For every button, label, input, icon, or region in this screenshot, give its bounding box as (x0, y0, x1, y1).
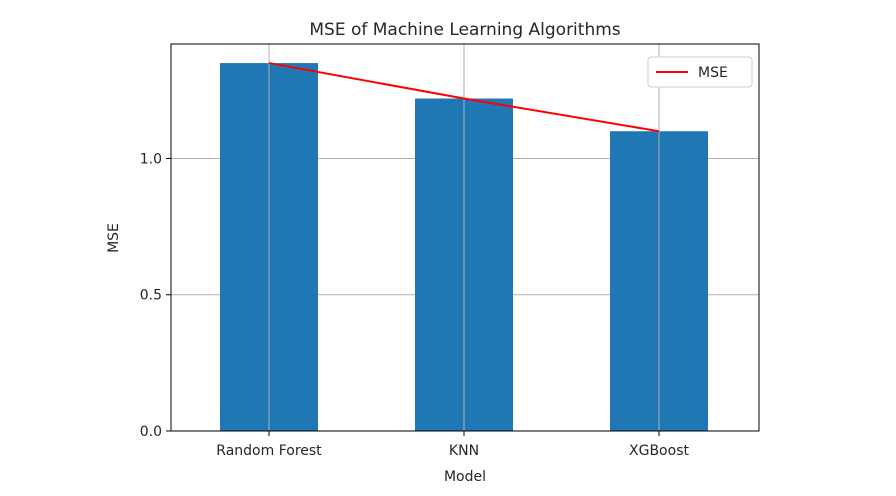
plot-frame (170, 43, 760, 432)
x-tick-label: XGBoost (629, 443, 689, 459)
vertical-grid-lines (268, 44, 660, 431)
y-tick-label: 0.0 (140, 424, 162, 440)
legend-box (647, 56, 753, 88)
y-axis-label: MSE (106, 223, 122, 253)
legend: MSE (647, 56, 753, 88)
chart-title: MSE of Machine Learning Algorithms (309, 20, 620, 40)
y-tick-label: 0.5 (140, 288, 162, 304)
y-tick-label: 1.0 (140, 151, 162, 167)
x-tick-label: KNN (449, 443, 479, 459)
x-tick-label: Random Forest (216, 443, 322, 459)
x-axis-label: Model (444, 469, 486, 485)
legend-label-mse: MSE (698, 65, 728, 81)
y-axis-ticks: 0.0 0.5 1.0 (140, 151, 171, 440)
line-series (268, 62, 660, 133)
x-axis-ticks: Random Forest KNN XGBoost (216, 431, 689, 459)
